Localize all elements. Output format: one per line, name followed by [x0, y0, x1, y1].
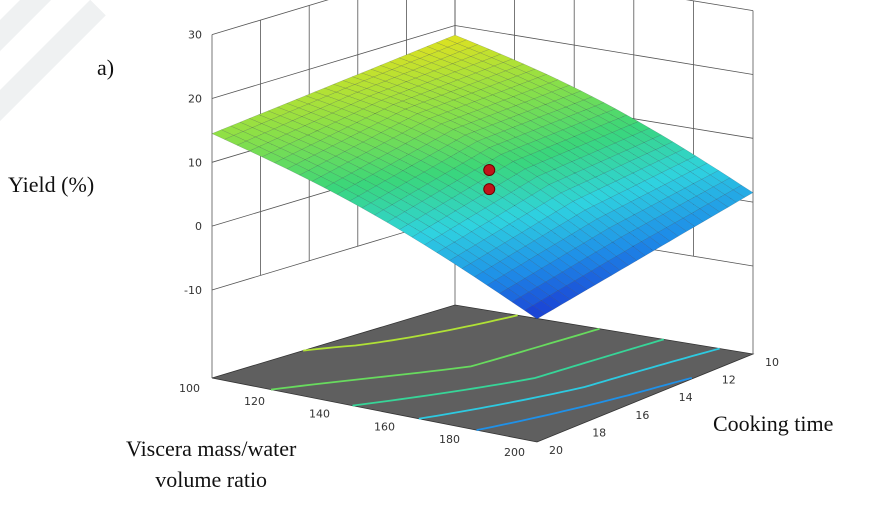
- x-tick-label: 200: [504, 446, 525, 459]
- z-tick-label: 30: [188, 29, 202, 42]
- x-tick-label: 160: [374, 420, 395, 433]
- surface-cell: [615, 251, 638, 266]
- surface-cell: [557, 285, 579, 300]
- design-point: [483, 183, 496, 196]
- x-tick-label: 180: [439, 433, 460, 446]
- surface-cell: [524, 305, 546, 320]
- response-surface: [211, 34, 754, 320]
- surface-cell: [590, 265, 613, 281]
- y-tick-label: 12: [722, 374, 736, 387]
- x-tick-label: 120: [244, 395, 265, 408]
- surface-cell: [716, 194, 737, 208]
- y-axis-label: Cooking time: [713, 411, 834, 436]
- surface-cell: [574, 275, 596, 290]
- surface-cell: [565, 280, 588, 295]
- contour-line: [352, 338, 665, 407]
- surface-cell: [732, 184, 754, 198]
- z-tick-label: 0: [195, 220, 202, 233]
- z-tick-label: 20: [188, 92, 202, 105]
- x-tick-label: 140: [309, 408, 330, 421]
- z-axis-label: Yield (%): [8, 172, 95, 197]
- y-tick-label: 10: [765, 356, 779, 369]
- y-tick-label: 14: [679, 391, 693, 404]
- x-tick-label: 100: [179, 382, 200, 395]
- contour-floor: [211, 304, 755, 443]
- z-tick-label: -10: [184, 284, 202, 297]
- surface-cell: [599, 260, 621, 276]
- grid-line: [211, 25, 754, 99]
- contour-line: [476, 377, 693, 431]
- z-tick-label: 10: [188, 156, 202, 169]
- contour-line: [418, 347, 720, 420]
- surface-cell: [582, 270, 604, 286]
- x-axis-label-line2: volume ratio: [155, 467, 268, 492]
- contour-line: [303, 314, 518, 352]
- grid-line: [211, 0, 754, 36]
- y-tick-label: 18: [592, 426, 606, 439]
- y-tick-label: 20: [549, 444, 563, 457]
- surface-cell: [632, 241, 654, 256]
- panel-label: a): [97, 55, 115, 80]
- y-tick-label: 16: [635, 409, 649, 422]
- surface-cell: [540, 295, 563, 310]
- design-points: [483, 164, 496, 196]
- surface-cell: [624, 246, 646, 261]
- floor-plane: [211, 304, 755, 443]
- design-point: [483, 164, 496, 177]
- x-axis-label-line1: Viscera mass/water: [126, 436, 297, 461]
- contour-line: [270, 327, 600, 391]
- x-axis-label: Viscera mass/water volume ratio: [126, 433, 296, 495]
